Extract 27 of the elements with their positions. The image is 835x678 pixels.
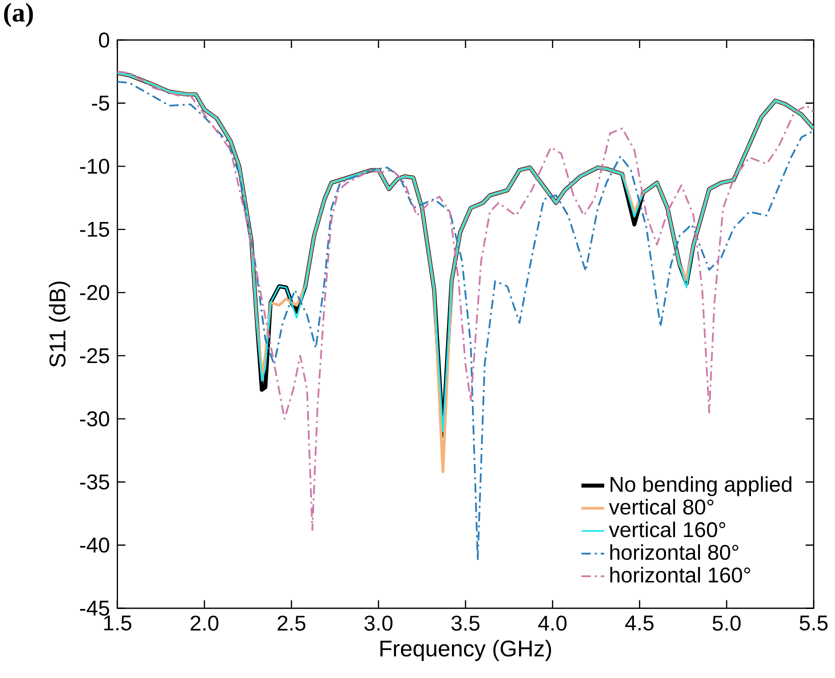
legend-label: horizontal 160°: [610, 567, 750, 583]
y-tick-label: -10: [80, 158, 110, 174]
y-tick-label: -30: [80, 411, 110, 427]
x-tick-label: 5.0: [712, 616, 741, 631]
text: (a): [4, 3, 33, 28]
x-tick-label: 1.5: [104, 616, 132, 631]
x-axis-title: Frequency (GHz): [380, 640, 552, 662]
legend-label: vertical 80°: [608, 499, 714, 515]
y-tick-label: -15: [80, 222, 110, 238]
x-tick-label: 3.0: [364, 616, 392, 631]
y-tick-label: -35: [80, 474, 110, 490]
y-tick-label: -5: [92, 96, 110, 111]
y-tick-label: -40: [80, 538, 110, 553]
x-tick-label: 4.5: [625, 616, 654, 631]
y-tick-label: 0: [98, 32, 110, 48]
y-tick-label: -20: [80, 285, 110, 300]
x-tick-label: 2.5: [278, 616, 306, 631]
x-tick-label: 2.0: [190, 616, 218, 631]
y-axis-title: S11 (dB): [48, 282, 70, 368]
x-tick-label: 5.5: [800, 616, 828, 631]
x-tick-label: 4.0: [538, 616, 567, 631]
x-tick-label: 3.5: [452, 616, 480, 631]
legend-label: horizontal 80°: [610, 544, 738, 560]
legend-label: No bending applied: [610, 476, 792, 496]
y-tick-label: -25: [80, 348, 110, 364]
y-tick-label: -45: [80, 600, 110, 616]
legend-label: vertical 160°: [608, 522, 726, 538]
